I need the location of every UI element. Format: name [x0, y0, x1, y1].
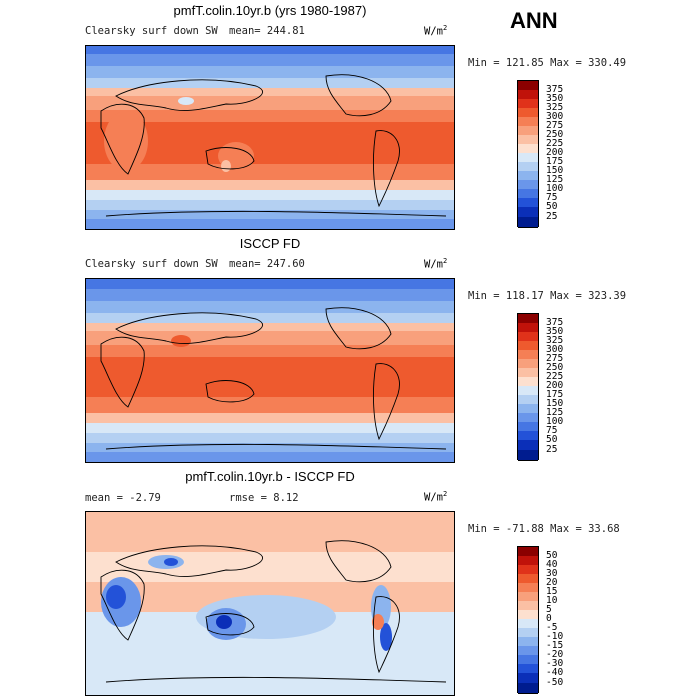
colorbar-label: -5: [546, 622, 558, 633]
colorbar-label: 375: [546, 84, 564, 95]
colorbar-label: 25: [546, 444, 558, 455]
colorbar-segment: [518, 217, 538, 228]
colorbar-label: 50: [546, 434, 558, 445]
panel1-title: pmfT.colin.10yr.b (yrs 1980-1987): [173, 3, 367, 18]
panel3-mean: mean = -2.79: [85, 492, 161, 504]
panel2-map: [85, 278, 455, 463]
colorbar-label: 350: [546, 93, 564, 104]
colorbar-segment: [518, 450, 538, 461]
colorbar-label: 300: [546, 344, 564, 355]
colorbar-label: 250: [546, 362, 564, 373]
colorbar-label: 225: [546, 371, 564, 382]
panel2-minmax: Min = 118.17 Max = 323.39: [468, 290, 627, 302]
colorbar-label: 50: [546, 550, 558, 561]
colorbar-label: -30: [546, 658, 564, 669]
season-label: ANN: [510, 8, 558, 33]
panel1-map: [85, 45, 455, 230]
panel1-variable: Clearsky surf down SW: [85, 25, 218, 37]
colorbar-label: 300: [546, 111, 564, 122]
colorbar-segment: [518, 683, 538, 694]
colorbar-label: 0: [546, 613, 552, 624]
colorbar-label: 325: [546, 102, 564, 113]
colorbar-label: 75: [546, 192, 558, 203]
panel1-colorbar: 375 350 325 300 275 250 225 200 175 150 …: [517, 80, 563, 228]
colorbar-label: -10: [546, 631, 564, 642]
colorbar-label: 75: [546, 425, 558, 436]
colorbar-label: 5: [546, 604, 552, 615]
panel1-units: W/m2: [424, 24, 448, 38]
colorbar-label: 275: [546, 353, 564, 364]
panel3-minmax: Min = -71.88 Max = 33.68: [468, 523, 620, 535]
colorbar-label: 30: [546, 568, 558, 579]
colorbar-label: 225: [546, 138, 564, 149]
panel3-units: W/m2: [424, 490, 448, 504]
colorbar-label: 25: [546, 211, 558, 222]
panel2-mean: mean= 247.60: [229, 258, 305, 270]
colorbar-label: 125: [546, 174, 564, 185]
panel2-colorbar: 375 350 325 300 275 250 225 200 175 150 …: [517, 313, 563, 461]
colorbar-label: 350: [546, 326, 564, 337]
panel3-title: pmfT.colin.10yr.b - ISCCP FD: [185, 469, 355, 484]
panel1-minmax: Min = 121.85 Max = 330.49: [468, 57, 627, 69]
colorbar-label: 100: [546, 416, 564, 427]
colorbar-label: 40: [546, 559, 558, 570]
colorbar-label: 100: [546, 183, 564, 194]
colorbar-label: -20: [546, 649, 564, 660]
panel2-title: ISCCP FD: [239, 236, 301, 251]
colorbar-label: 275: [546, 120, 564, 131]
panel2-variable: Clearsky surf down SW: [85, 258, 218, 270]
panel3-colorbar: 50 40 30 20 15 10 5 0 -5 -10 -15 -20 -30…: [517, 546, 563, 694]
colorbar-label: 200: [546, 147, 564, 158]
colorbar-label: 175: [546, 389, 564, 400]
colorbar-label: -40: [546, 667, 564, 678]
panel3-rmse: rmse = 8.12: [229, 492, 299, 504]
colorbar-label: 150: [546, 165, 564, 176]
colorbar-label: 50: [546, 201, 558, 212]
panel2-units: W/m2: [424, 257, 448, 271]
colorbar-label: 250: [546, 129, 564, 140]
colorbar-label: -15: [546, 640, 564, 651]
colorbar-label: 375: [546, 317, 564, 328]
colorbar-label: 175: [546, 156, 564, 167]
colorbar-label: -50: [546, 677, 564, 688]
colorbar-label: 150: [546, 398, 564, 409]
colorbar-label: 10: [546, 595, 558, 606]
panel3-map: [85, 511, 455, 696]
colorbar-label: 200: [546, 380, 564, 391]
colorbar-label: 325: [546, 335, 564, 346]
colorbar-label: 125: [546, 407, 564, 418]
colorbar-label: 20: [546, 577, 558, 588]
colorbar-label: 15: [546, 586, 558, 597]
panel1-mean: mean= 244.81: [229, 25, 305, 37]
